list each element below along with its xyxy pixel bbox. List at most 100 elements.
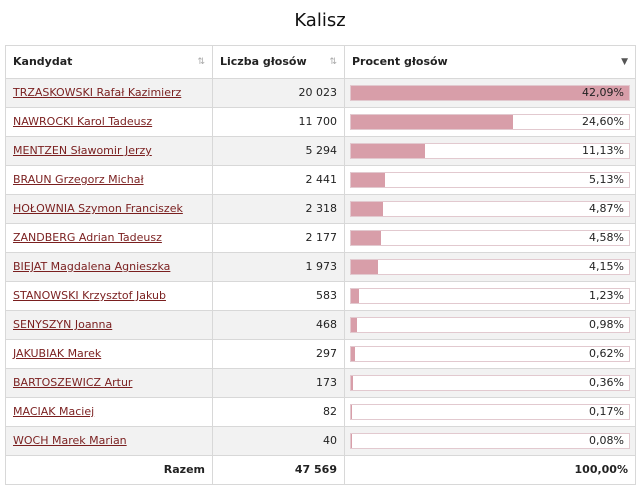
percent-bar-fill	[351, 144, 425, 158]
candidate-link[interactable]: HOŁOWNIA Szymon Franciszek	[13, 202, 183, 215]
candidate-link[interactable]: MACIAK Maciej	[13, 405, 95, 418]
candidate-link[interactable]: SENYSZYN Joanna	[13, 318, 113, 331]
percent-bar-fill	[351, 231, 382, 245]
votes-cell: 11 700	[212, 107, 345, 137]
percent-bar-fill	[351, 289, 360, 303]
column-header-votes-label: Liczba głosów	[220, 55, 307, 68]
percent-bar: 1,23%	[350, 288, 630, 304]
page-title: Kalisz	[294, 10, 346, 31]
table-row: MACIAK Maciej 82 0,17%	[5, 397, 636, 427]
candidate-cell: BRAUN Grzegorz Michał	[5, 165, 213, 195]
table-row: HOŁOWNIA Szymon Franciszek 2 318 4,87%	[5, 194, 636, 224]
percent-label: 0,98%	[589, 318, 624, 331]
column-header-candidate[interactable]: Kandydat ⇅	[5, 45, 213, 79]
percent-cell: 0,62%	[344, 339, 636, 369]
percent-bar: 0,08%	[350, 433, 630, 449]
candidate-link[interactable]: MENTZEN Sławomir Jerzy	[13, 144, 152, 157]
candidate-cell: HOŁOWNIA Szymon Franciszek	[5, 194, 213, 224]
percent-bar: 4,15%	[350, 259, 630, 275]
percent-label: 4,87%	[589, 202, 624, 215]
percent-label: 5,13%	[589, 173, 624, 186]
percent-label: 0,08%	[589, 434, 624, 447]
table-row: MENTZEN Sławomir Jerzy 5 294 11,13%	[5, 136, 636, 166]
candidate-cell: MENTZEN Sławomir Jerzy	[5, 136, 213, 166]
table-row: BRAUN Grzegorz Michał 2 441 5,13%	[5, 165, 636, 195]
candidate-link[interactable]: STANOWSKI Krzysztof Jakub	[13, 289, 166, 302]
percent-bar-fill	[351, 405, 353, 419]
total-percent: 100,00%	[344, 455, 636, 485]
candidate-cell: TRZASKOWSKI Rafał Kazimierz	[5, 78, 213, 108]
candidate-cell: BARTOSZEWICZ Artur	[5, 368, 213, 398]
percent-cell: 4,58%	[344, 223, 636, 253]
candidate-link[interactable]: BARTOSZEWICZ Artur	[13, 376, 133, 389]
candidate-cell: MACIAK Maciej	[5, 397, 213, 427]
percent-bar-fill	[351, 318, 358, 332]
candidate-cell: NAWROCKI Karol Tadeusz	[5, 107, 213, 137]
votes-cell: 5 294	[212, 136, 345, 166]
votes-cell: 2 177	[212, 223, 345, 253]
percent-cell: 0,36%	[344, 368, 636, 398]
percent-bar-fill	[351, 173, 385, 187]
percent-label: 11,13%	[582, 144, 624, 157]
percent-cell: 4,15%	[344, 252, 636, 282]
column-header-percent[interactable]: Procent głosów ▼	[344, 45, 636, 79]
percent-bar-fill	[351, 260, 379, 274]
candidate-cell: ZANDBERG Adrian Tadeusz	[5, 223, 213, 253]
column-header-votes[interactable]: Liczba głosów ⇅	[212, 45, 345, 79]
percent-bar: 42,09%	[350, 85, 630, 101]
sort-icon: ⇅	[197, 57, 205, 67]
candidate-link[interactable]: NAWROCKI Karol Tadeusz	[13, 115, 153, 128]
candidate-link[interactable]: WOCH Marek Marian	[13, 434, 127, 447]
percent-bar: 5,13%	[350, 172, 630, 188]
percent-label: 4,15%	[589, 260, 624, 273]
percent-bar-fill	[351, 115, 514, 129]
percent-cell: 5,13%	[344, 165, 636, 195]
candidate-link[interactable]: BIEJAT Magdalena Agnieszka	[13, 260, 171, 273]
table-row: BARTOSZEWICZ Artur 173 0,36%	[5, 368, 636, 398]
table-row: SENYSZYN Joanna 468 0,98%	[5, 310, 636, 340]
votes-cell: 82	[212, 397, 345, 427]
percent-bar: 11,13%	[350, 143, 630, 159]
results-body: TRZASKOWSKI Rafał Kazimierz 20 023 42,09% N…	[5, 78, 636, 456]
candidate-link[interactable]: BRAUN Grzegorz Michał	[13, 173, 144, 186]
percent-bar-fill	[351, 347, 356, 361]
votes-cell: 173	[212, 368, 345, 398]
votes-cell: 40	[212, 426, 345, 456]
votes-cell: 2 441	[212, 165, 345, 195]
candidate-cell: WOCH Marek Marian	[5, 426, 213, 456]
percent-label: 1,23%	[589, 289, 624, 302]
candidate-cell: STANOWSKI Krzysztof Jakub	[5, 281, 213, 311]
percent-cell: 0,08%	[344, 426, 636, 456]
table-row: TRZASKOWSKI Rafał Kazimierz 20 023 42,09%	[5, 78, 636, 108]
results-table: Kandydat ⇅ Liczba głosów ⇅ Procent głosó…	[5, 45, 636, 485]
percent-label: 42,09%	[582, 86, 624, 99]
candidate-cell: JAKUBIAK Marek	[5, 339, 213, 369]
candidate-cell: SENYSZYN Joanna	[5, 310, 213, 340]
table-header-row: Kandydat ⇅ Liczba głosów ⇅ Procent głosó…	[5, 45, 636, 79]
percent-cell: 11,13%	[344, 136, 636, 166]
percent-bar-fill	[351, 434, 352, 448]
percent-bar-fill	[351, 86, 629, 100]
percent-bar: 4,58%	[350, 230, 630, 246]
candidate-link[interactable]: JAKUBIAK Marek	[13, 347, 102, 360]
votes-cell: 583	[212, 281, 345, 311]
candidate-link[interactable]: TRZASKOWSKI Rafał Kazimierz	[13, 86, 182, 99]
percent-label: 0,62%	[589, 347, 624, 360]
table-row: STANOWSKI Krzysztof Jakub 583 1,23%	[5, 281, 636, 311]
percent-bar-fill	[351, 376, 354, 390]
total-label: Razem	[5, 455, 213, 485]
percent-bar-fill	[351, 202, 384, 216]
percent-bar: 0,62%	[350, 346, 630, 362]
percent-bar: 24,60%	[350, 114, 630, 130]
candidate-link[interactable]: ZANDBERG Adrian Tadeusz	[13, 231, 162, 244]
column-header-candidate-label: Kandydat	[13, 55, 73, 68]
votes-cell: 2 318	[212, 194, 345, 224]
votes-cell: 468	[212, 310, 345, 340]
percent-label: 24,60%	[582, 115, 624, 128]
percent-cell: 4,87%	[344, 194, 636, 224]
percent-cell: 42,09%	[344, 78, 636, 108]
percent-label: 0,36%	[589, 376, 624, 389]
percent-bar: 4,87%	[350, 201, 630, 217]
percent-bar: 0,36%	[350, 375, 630, 391]
percent-label: 0,17%	[589, 405, 624, 418]
